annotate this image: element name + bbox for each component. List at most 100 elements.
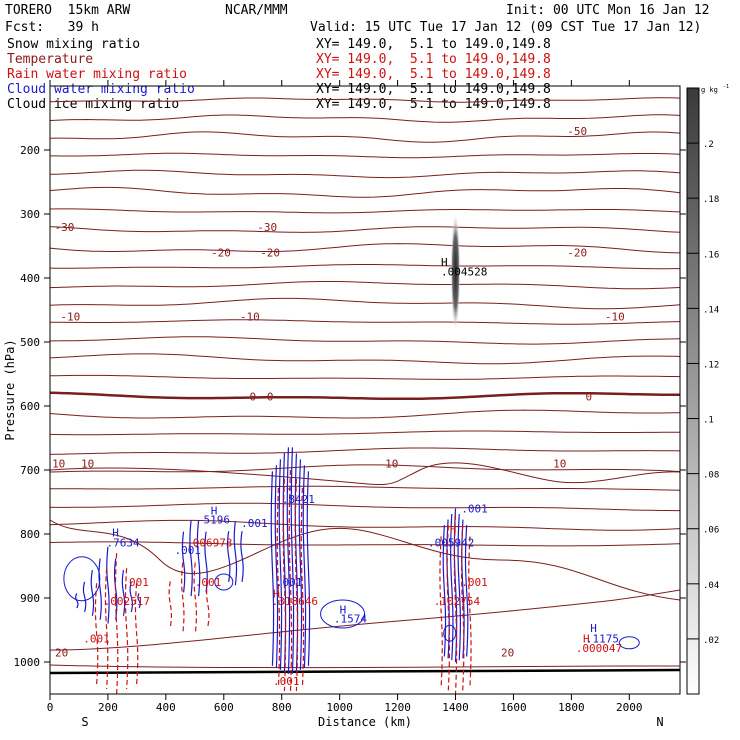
x-tick-label: 600 [214, 701, 234, 714]
isotherm-label: -20 [260, 246, 280, 259]
rain-contour [468, 536, 472, 687]
cloud-water-contour [98, 558, 102, 620]
cloud-water-contour [82, 581, 87, 613]
rain-contour [181, 562, 185, 634]
isotherm-line [49, 447, 681, 455]
valid-time: Valid: 15 UTC Tue 17 Jan 12 (09 CST Tue … [310, 20, 702, 35]
cloud-water-contour [129, 581, 133, 613]
isotherm-line [49, 502, 680, 512]
rain-contour [294, 478, 299, 692]
cloud-water-contour [274, 465, 279, 668]
rain-contour [168, 581, 173, 628]
y-tick-label: 400 [20, 272, 40, 285]
isotherm-line [50, 336, 681, 345]
center-label: NCAR/MMM [225, 3, 288, 18]
cloud-water-contour [450, 513, 454, 661]
rain-contour [124, 568, 129, 690]
isotherm-line [49, 169, 681, 179]
y-tick-label: 700 [20, 464, 40, 477]
rain-contour [300, 487, 305, 689]
contour-annotation: .7634 [106, 536, 139, 549]
x-tick-label: 1800 [558, 701, 585, 714]
cloud-water-contour [464, 525, 469, 657]
colorbar-tick-label: .2 [703, 140, 714, 150]
isotherm-line [50, 319, 681, 325]
contour-annotation: .001 [241, 517, 268, 530]
cloud-water-contour [306, 471, 311, 666]
cloud-water-contour [106, 546, 110, 624]
rain-contour [104, 568, 109, 690]
init-time: Init: 00 UTC Mon 16 Jan 12 [506, 3, 710, 18]
cloud-water-contour [181, 531, 186, 593]
isotherm-line [49, 430, 681, 436]
isotherm-line [49, 243, 681, 254]
cloud-water-contour [137, 593, 141, 609]
legend-snow-xy: XY= 149.0, 5.1 to 149.0,149.8 [316, 37, 551, 52]
isotherm-line [49, 541, 681, 547]
cloud-water-contour [196, 520, 201, 597]
legend-cloud-ice-label: Cloud ice mixing ratio [7, 97, 180, 112]
colorbar-tick-label: .16 [703, 250, 719, 260]
contour-annotation: .001 [461, 502, 488, 515]
model-title: TORERO 15km ARW [5, 3, 131, 18]
legend-temperature-label: Temperature [7, 52, 94, 67]
y-tick-label: 200 [20, 144, 40, 157]
contour-annotation: .001 [195, 576, 222, 589]
cloud-water-contour [63, 556, 101, 602]
isotherm-label: -10 [60, 310, 80, 323]
north-label: N [656, 715, 663, 729]
x-tick-label: 1000 [326, 701, 353, 714]
isotherm-label: 10 [553, 458, 566, 471]
rain-contour [460, 525, 465, 691]
isotherm-line [49, 519, 681, 531]
colorbar: .02 .04 .06 .08 .1 .12 .14 .16 .18 .2 g kg -1 [686, 84, 729, 695]
contour-annotation: .1574 [334, 612, 367, 625]
x-tick-label: 1400 [442, 701, 469, 714]
cloud-water-contour [618, 636, 640, 650]
isotherm-label: -20 [567, 246, 587, 259]
rain-contour [453, 514, 458, 695]
cloud-water-contour [302, 465, 307, 668]
legend-snow-label: Snow mixing ratio [7, 37, 141, 52]
contour-annotation: H [583, 632, 590, 645]
contour-annotation: H [286, 483, 293, 496]
contour-annotation: H [273, 588, 280, 601]
contour-annotation: H [340, 604, 347, 617]
colorbar-tick-label: .14 [703, 305, 719, 315]
colorbar-tick-label: .18 [703, 195, 719, 205]
rain-contour [193, 562, 198, 634]
isotherm-line [50, 152, 681, 159]
contour-annotation: H [441, 256, 448, 269]
cloud-water-contour [461, 519, 465, 659]
contour-annotation: .1175 [586, 632, 619, 645]
x-tick-label: 1600 [500, 701, 527, 714]
cloud-water-contour [240, 531, 244, 582]
forecast-hour: Fcst: 39 h [5, 20, 99, 35]
x-tick-label: 0 [47, 701, 54, 714]
isotherm-line [50, 485, 681, 491]
x-tick-label: 1200 [384, 701, 411, 714]
isotherm-label: -10 [240, 310, 260, 323]
isotherm-line [49, 114, 681, 123]
isotherm-label: 10 [52, 458, 65, 471]
cloud-water-contour [270, 471, 275, 666]
contour-annotation: .001 [276, 576, 303, 589]
rain-contour [439, 536, 443, 687]
cloud-water-contour [189, 520, 193, 597]
y-axis-label: Pressure (hPa) [3, 339, 17, 440]
rain-contour [282, 478, 287, 692]
y-tick-label: 1000 [14, 656, 41, 669]
contour-annotation: .001 [122, 576, 148, 589]
cloud-water-contour [121, 570, 126, 616]
cloud-water-contour [446, 519, 450, 659]
isotherm-line [49, 462, 681, 486]
colorbar-tick-label: .02 [703, 636, 719, 646]
y-tick-label: 500 [20, 336, 40, 349]
y-tick-label: 900 [20, 592, 40, 605]
cloud-water-contour [290, 447, 295, 674]
contour-annotation: H [211, 504, 218, 517]
contour-annotation: .006973 [186, 536, 232, 549]
snow-maximum [450, 211, 461, 332]
